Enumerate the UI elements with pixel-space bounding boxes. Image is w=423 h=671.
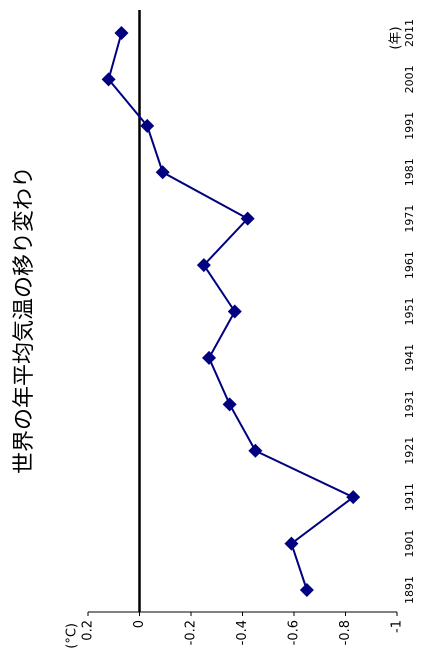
marker bbox=[196, 258, 211, 273]
marker bbox=[240, 211, 255, 226]
x-tick-label: 1931 bbox=[403, 390, 416, 418]
marker bbox=[101, 72, 116, 87]
x-tick-label: 1901 bbox=[403, 530, 416, 558]
x-tick-label: 2011 bbox=[403, 19, 416, 47]
marker bbox=[114, 26, 129, 40]
marker bbox=[155, 165, 170, 180]
x-tick-label: 2001 bbox=[403, 65, 416, 93]
y-tick-label: -0.6 bbox=[287, 620, 302, 645]
marker bbox=[202, 350, 217, 365]
marker bbox=[140, 118, 155, 133]
x-tick-label: 1911 bbox=[403, 483, 416, 511]
marker bbox=[284, 536, 299, 551]
y-axis-label: (°C) bbox=[65, 623, 80, 649]
marker bbox=[227, 304, 242, 319]
x-tick-label: 1951 bbox=[403, 298, 416, 326]
marker bbox=[299, 583, 314, 597]
marker bbox=[248, 443, 263, 458]
marker bbox=[222, 397, 237, 412]
x-axis-label: (年) bbox=[389, 26, 404, 49]
marker bbox=[346, 490, 361, 505]
x-tick-label: 1921 bbox=[403, 437, 416, 465]
y-tick-label: 0 bbox=[132, 620, 147, 628]
x-tick-label: 1991 bbox=[403, 112, 416, 140]
y-tick-label: -1 bbox=[390, 620, 405, 633]
y-tick-label: 0.2 bbox=[81, 620, 96, 641]
y-tick-label: -0.8 bbox=[338, 620, 353, 645]
x-tick-label: 1961 bbox=[403, 251, 416, 279]
y-tick-label: -0.4 bbox=[235, 620, 250, 645]
chart-title: 世界の年平均気温の移り変わり bbox=[12, 166, 37, 474]
x-tick-label: 1981 bbox=[403, 158, 416, 186]
x-tick-label: 1971 bbox=[403, 205, 416, 233]
x-tick-label: 1941 bbox=[403, 344, 416, 372]
y-tick-label: -0.2 bbox=[184, 620, 199, 645]
x-tick-label: 1891 bbox=[403, 576, 416, 604]
